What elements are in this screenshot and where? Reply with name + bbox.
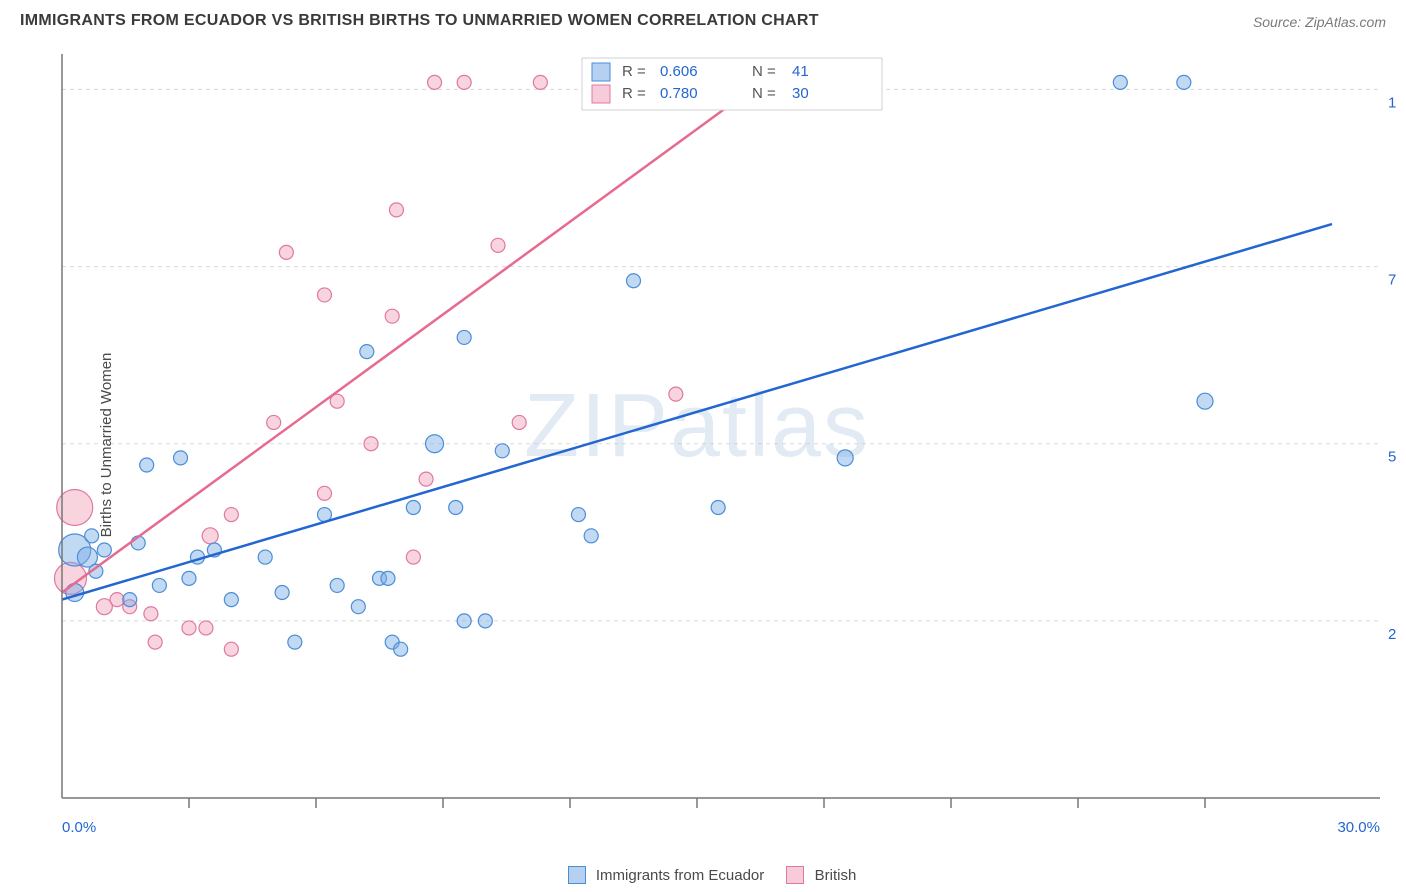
legend-swatch-ecuador bbox=[568, 866, 586, 884]
data-point bbox=[199, 621, 213, 635]
data-point bbox=[627, 274, 641, 288]
data-point bbox=[224, 593, 238, 607]
data-point bbox=[457, 614, 471, 628]
legend-swatch-british bbox=[786, 866, 804, 884]
trend-line bbox=[62, 224, 1332, 600]
data-point bbox=[385, 309, 399, 323]
data-point bbox=[406, 500, 420, 514]
data-point bbox=[449, 500, 463, 514]
data-point bbox=[360, 345, 374, 359]
data-point bbox=[478, 614, 492, 628]
data-point bbox=[1177, 75, 1191, 89]
data-point bbox=[1113, 75, 1127, 89]
data-point bbox=[148, 635, 162, 649]
data-point bbox=[182, 621, 196, 635]
data-point bbox=[317, 486, 331, 500]
source-prefix: Source: bbox=[1253, 14, 1305, 30]
data-point bbox=[426, 435, 444, 453]
data-point bbox=[711, 500, 725, 514]
chart-title: IMMIGRANTS FROM ECUADOR VS BRITISH BIRTH… bbox=[20, 12, 819, 30]
data-point bbox=[389, 203, 403, 217]
data-point bbox=[279, 245, 293, 259]
data-point bbox=[182, 571, 196, 585]
data-point bbox=[258, 550, 272, 564]
stat-n-label: N = bbox=[752, 63, 776, 80]
data-point bbox=[381, 571, 395, 585]
data-point bbox=[202, 528, 218, 544]
data-point bbox=[457, 75, 471, 89]
trend-line bbox=[62, 61, 790, 592]
x-tick-label: 0.0% bbox=[62, 819, 96, 836]
source-name: ZipAtlas.com bbox=[1305, 14, 1386, 30]
stats-swatch bbox=[592, 85, 610, 103]
data-point bbox=[224, 642, 238, 656]
stat-n-value: 30 bbox=[792, 85, 809, 102]
legend-bottom: Immigrants from Ecuador British bbox=[0, 866, 1406, 884]
stat-n-value: 41 bbox=[792, 63, 809, 80]
data-point bbox=[1197, 393, 1213, 409]
data-point bbox=[533, 75, 547, 89]
data-point bbox=[267, 415, 281, 429]
stat-r-value: 0.606 bbox=[660, 63, 698, 80]
data-point bbox=[140, 458, 154, 472]
data-point bbox=[174, 451, 188, 465]
stat-r-label: R = bbox=[622, 85, 646, 102]
data-point bbox=[288, 635, 302, 649]
y-tick-label: 100.0% bbox=[1388, 94, 1396, 111]
data-point bbox=[428, 75, 442, 89]
data-point bbox=[152, 578, 166, 592]
data-point bbox=[669, 387, 683, 401]
source-attribution: Source: ZipAtlas.com bbox=[1253, 14, 1386, 30]
data-point bbox=[394, 642, 408, 656]
data-point bbox=[275, 586, 289, 600]
data-point bbox=[330, 578, 344, 592]
y-axis-label: Births to Unmarried Women bbox=[98, 353, 115, 538]
x-tick-label: 30.0% bbox=[1337, 819, 1380, 836]
stat-r-value: 0.780 bbox=[660, 85, 698, 102]
y-tick-label: 25.0% bbox=[1388, 626, 1396, 643]
stats-swatch bbox=[592, 63, 610, 81]
legend-label-british: British bbox=[815, 867, 857, 884]
watermark: ZIPatlas bbox=[524, 376, 870, 476]
legend-label-ecuador: Immigrants from Ecuador bbox=[596, 867, 764, 884]
data-point bbox=[110, 593, 124, 607]
data-point bbox=[419, 472, 433, 486]
scatter-chart: 25.0% 50.0% 75.0% 100.0% ZIPatlas 0.0% 30.0% R … bbox=[42, 48, 1396, 842]
data-point bbox=[224, 508, 238, 522]
y-tick-label: 50.0% bbox=[1388, 449, 1396, 466]
data-point bbox=[457, 330, 471, 344]
header: IMMIGRANTS FROM ECUADOR VS BRITISH BIRTH… bbox=[0, 0, 1406, 36]
data-point bbox=[512, 415, 526, 429]
data-point bbox=[351, 600, 365, 614]
data-point bbox=[85, 529, 99, 543]
data-point bbox=[837, 450, 853, 466]
data-point bbox=[571, 508, 585, 522]
stat-n-label: N = bbox=[752, 85, 776, 102]
data-point bbox=[144, 607, 158, 621]
data-point bbox=[123, 593, 137, 607]
stat-r-label: R = bbox=[622, 63, 646, 80]
chart-area: Births to Unmarried Women 25.0% 50.0% 75.0… bbox=[42, 48, 1396, 842]
data-point bbox=[406, 550, 420, 564]
data-point bbox=[364, 437, 378, 451]
data-point bbox=[97, 543, 111, 557]
data-point bbox=[495, 444, 509, 458]
data-point bbox=[584, 529, 598, 543]
y-tick-label: 75.0% bbox=[1388, 272, 1396, 289]
data-point bbox=[491, 238, 505, 252]
data-point bbox=[317, 288, 331, 302]
